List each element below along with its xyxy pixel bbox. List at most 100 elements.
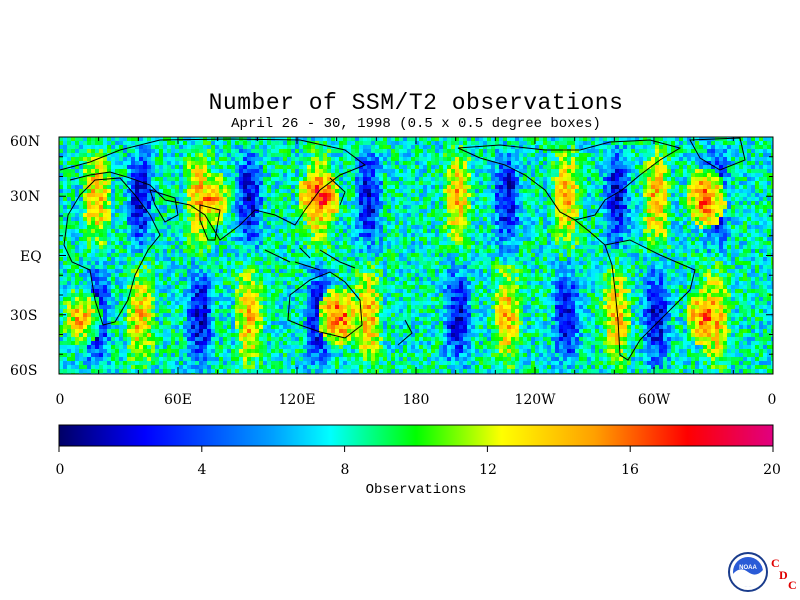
heatmap-cell	[679, 161, 683, 165]
heatmap-cell	[59, 205, 63, 209]
heatmap-cell	[711, 189, 715, 193]
heatmap-cell	[619, 141, 623, 145]
heatmap-cell	[187, 221, 191, 225]
heatmap-cell	[579, 173, 583, 177]
heatmap-cell	[515, 185, 519, 189]
heatmap-cell	[375, 229, 379, 233]
heatmap-cell	[347, 149, 351, 153]
heatmap-cell	[579, 177, 583, 181]
heatmap-cell	[523, 161, 527, 165]
heatmap-cell	[435, 169, 439, 173]
heatmap-cell	[747, 153, 751, 157]
heatmap-cell	[275, 137, 279, 141]
heatmap-cell	[695, 165, 699, 169]
heatmap-cell	[439, 181, 443, 185]
heatmap-cell	[295, 205, 299, 209]
heatmap-cell	[315, 221, 319, 225]
heatmap-cell	[147, 225, 151, 229]
heatmap-cell	[587, 153, 591, 157]
heatmap-cell	[403, 225, 407, 229]
heatmap-cell	[359, 173, 363, 177]
heatmap-cell	[483, 213, 487, 217]
heatmap-cell	[167, 137, 171, 141]
heatmap-cell	[443, 153, 447, 157]
heatmap-cell	[223, 225, 227, 229]
heatmap-cell	[407, 233, 411, 237]
heatmap-cell	[303, 237, 307, 241]
heatmap-cell	[259, 145, 263, 149]
heatmap-cell	[563, 245, 567, 249]
heatmap-cell	[387, 213, 391, 217]
heatmap-cell	[111, 201, 115, 205]
heatmap-cell	[527, 209, 531, 213]
heatmap-cell	[483, 229, 487, 233]
heatmap-cell	[655, 201, 659, 205]
heatmap-cell	[295, 241, 299, 245]
heatmap-cell	[295, 225, 299, 229]
heatmap-cell	[667, 137, 671, 141]
heatmap-cell	[203, 185, 207, 189]
heatmap-cell	[619, 209, 623, 213]
heatmap-cell	[671, 169, 675, 173]
heatmap-cell	[599, 177, 603, 181]
heatmap-cell	[435, 145, 439, 149]
heatmap-cell	[175, 177, 179, 181]
heatmap-cell	[167, 201, 171, 205]
heatmap-cell	[387, 217, 391, 221]
heatmap-cell	[139, 197, 143, 201]
heatmap-cell	[271, 145, 275, 149]
heatmap-cell	[243, 145, 247, 149]
heatmap-cell	[59, 165, 63, 169]
heatmap-cell	[543, 189, 547, 193]
heatmap-cell	[755, 221, 759, 225]
heatmap-cell	[439, 237, 443, 241]
heatmap-cell	[527, 173, 531, 177]
heatmap-cell	[571, 177, 575, 181]
heatmap-cell	[635, 181, 639, 185]
heatmap-cell	[167, 189, 171, 193]
heatmap-cell	[135, 205, 139, 209]
heatmap-cell	[111, 233, 115, 237]
heatmap-cell	[603, 233, 607, 237]
heatmap-cell	[295, 209, 299, 213]
heatmap-cell	[747, 185, 751, 189]
heatmap-cell	[543, 137, 547, 141]
heatmap-cell	[283, 241, 287, 245]
heatmap-cell	[183, 137, 187, 141]
heatmap-cell	[95, 193, 99, 197]
heatmap-cell	[455, 205, 459, 209]
heatmap-cell	[311, 189, 315, 193]
heatmap-cell	[147, 209, 151, 213]
heatmap-cell	[599, 205, 603, 209]
heatmap-cell	[655, 177, 659, 181]
heatmap-cell	[715, 209, 719, 213]
heatmap-cell	[379, 241, 383, 245]
heatmap-cell	[391, 185, 395, 189]
heatmap-cell	[135, 229, 139, 233]
heatmap-cell	[439, 209, 443, 213]
heatmap-cell	[611, 141, 615, 145]
heatmap-cell	[751, 225, 755, 229]
heatmap-cell	[671, 149, 675, 153]
heatmap-cell	[487, 185, 491, 189]
heatmap-cell	[659, 209, 663, 213]
heatmap-cell	[183, 197, 187, 201]
heatmap-cell	[703, 181, 707, 185]
heatmap-cell	[147, 229, 151, 233]
heatmap-cell	[399, 161, 403, 165]
heatmap-cell	[115, 245, 119, 249]
heatmap-cell	[227, 149, 231, 153]
heatmap-cell	[515, 189, 519, 193]
heatmap-cell	[419, 181, 423, 185]
heatmap-cell	[95, 137, 99, 141]
heatmap-cell	[511, 161, 515, 165]
heatmap-cell	[503, 153, 507, 157]
heatmap-cell	[475, 177, 479, 181]
heatmap-cell	[371, 237, 375, 241]
heatmap-cell	[99, 145, 103, 149]
heatmap-cell	[323, 173, 327, 177]
heatmap-cell	[263, 217, 267, 221]
heatmap-cell	[591, 189, 595, 193]
heatmap-cell	[279, 233, 283, 237]
heatmap-cell	[759, 177, 763, 181]
